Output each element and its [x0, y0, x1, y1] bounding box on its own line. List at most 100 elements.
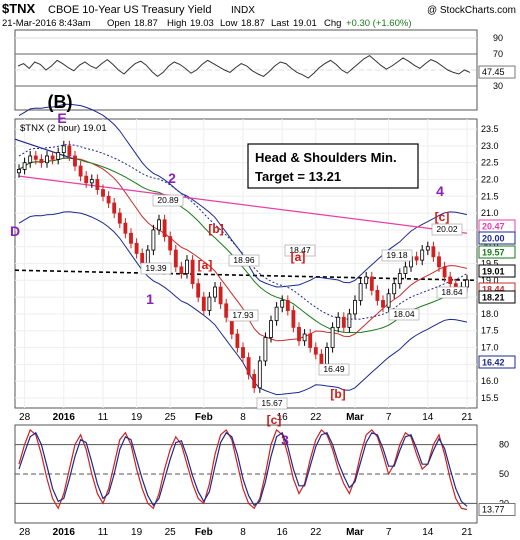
trendline-blue — [14, 138, 76, 160]
price-label-box — [318, 363, 350, 376]
candle-body — [28, 155, 33, 164]
candle-body — [252, 373, 257, 389]
candle-body — [381, 300, 385, 308]
price-label-box — [152, 194, 184, 207]
candle-body — [50, 155, 55, 160]
stoch-date-label: 7 — [386, 527, 392, 538]
annotation-line-2: Target = 13.21 — [255, 169, 341, 184]
date-tick-label: Feb — [195, 412, 213, 423]
price-label-box — [388, 308, 420, 321]
candle-body — [185, 259, 189, 274]
price-point-label: 19.39 — [145, 263, 167, 273]
date-tick-label: 25 — [165, 412, 177, 423]
price-tick-label: 22.0 — [481, 174, 499, 184]
candle-body — [302, 333, 307, 342]
candle-body — [397, 273, 402, 285]
rsi-tick-label: 90 — [493, 33, 503, 43]
candle-body — [145, 249, 150, 264]
price-tick-label: 19.0 — [481, 275, 499, 285]
candle-body — [95, 179, 100, 190]
reference-value-label: 20.47 — [482, 222, 505, 232]
price-point-label: 19.18 — [386, 250, 408, 260]
candle-body — [358, 283, 363, 301]
price-label-box — [228, 254, 260, 267]
candle-body — [347, 313, 352, 328]
date-tick-label: Mar — [346, 412, 364, 423]
reference-value-label: 19.01 — [482, 267, 505, 277]
annotation-box — [247, 143, 419, 189]
rsi-tick-label: 30 — [493, 81, 503, 91]
candle-body — [140, 253, 145, 264]
rsi-line — [17, 54, 471, 79]
candle-body — [207, 296, 212, 311]
rsi-last-value: 47.45 — [482, 67, 505, 77]
price-tick-label: 18.0 — [481, 309, 499, 319]
candle-body — [319, 353, 324, 365]
candle-body — [179, 266, 184, 274]
stoch-tick-label: 80 — [499, 440, 509, 450]
price-tick-label: 22.5 — [481, 158, 499, 168]
candle-body — [285, 300, 290, 311]
stoch-date-label: Mar — [346, 527, 364, 538]
candle-body — [414, 256, 419, 261]
price-point-label: 18.47 — [289, 245, 311, 255]
candle-body — [297, 326, 301, 342]
stoch-date-label: 28 — [19, 527, 31, 538]
wave-label: [b] — [208, 222, 223, 236]
candle-body — [291, 310, 296, 328]
wave-label: [c] — [267, 413, 282, 427]
stoch-date-label: 16 — [277, 527, 289, 538]
price-point-label: 18.04 — [393, 309, 415, 319]
candle-body — [157, 219, 161, 231]
candle-body — [308, 333, 313, 348]
high-value: 19.03 — [190, 18, 214, 29]
reference-value-box — [478, 290, 516, 304]
wave-label: 4 — [436, 183, 444, 199]
candle-body — [263, 337, 268, 362]
price-point-label: 17.93 — [232, 310, 254, 320]
candle-body — [431, 246, 436, 258]
stoch-date-label: 2016 — [53, 527, 76, 538]
candle-body — [190, 259, 195, 285]
candle-body — [45, 155, 49, 164]
price-point-label: 18.96 — [233, 255, 255, 265]
price-tick-label: 17.5 — [481, 326, 499, 336]
stoch-date-label: 11 — [98, 527, 109, 538]
wave-label: 1 — [146, 291, 154, 307]
price-label-box — [140, 262, 172, 275]
price-tick-label: 19.5 — [481, 259, 499, 269]
candle-body — [336, 316, 341, 328]
instrument-name: CBOE 10-Year US Treasury Yield — [48, 4, 211, 16]
wave-label: [a] — [291, 250, 306, 264]
rsi-plot: 3050709047.45 — [15, 33, 516, 91]
price-point-label: 20.89 — [157, 195, 179, 205]
reference-value-box — [478, 231, 516, 245]
candle-body — [369, 276, 374, 291]
stoch-date-label: 25 — [165, 527, 177, 538]
date-tick-label: 28 — [19, 412, 31, 423]
price-tick-label: 17.0 — [481, 343, 499, 353]
date-tick-label: 2016 — [53, 412, 76, 423]
date-tick-label: 14 — [422, 412, 434, 423]
candle-body — [123, 222, 128, 234]
candle-body — [425, 246, 430, 251]
chg-value: +0.30 (+1.60%) — [346, 18, 412, 29]
price-panel-title: $TNX (2 hour) 19.01 — [20, 123, 107, 134]
candle-body — [39, 158, 44, 164]
candle-body — [353, 300, 357, 315]
chg-label: Chg — [324, 18, 341, 29]
mid-band-dotted — [18, 143, 468, 320]
date-tick-label: 19 — [131, 412, 143, 423]
wave-label: 2 — [168, 170, 176, 186]
candle-body — [341, 316, 346, 328]
candle-body — [134, 242, 139, 254]
candle-body — [313, 347, 318, 355]
price-tick-label: 15.5 — [481, 393, 499, 403]
date-tick-label: 8 — [240, 412, 246, 423]
candle-body — [151, 229, 156, 251]
reference-value-label: 20.00 — [482, 234, 505, 244]
low-value: 18.87 — [241, 18, 265, 29]
trendline-pink — [18, 175, 468, 234]
price-tick-label: 23.5 — [481, 124, 499, 134]
